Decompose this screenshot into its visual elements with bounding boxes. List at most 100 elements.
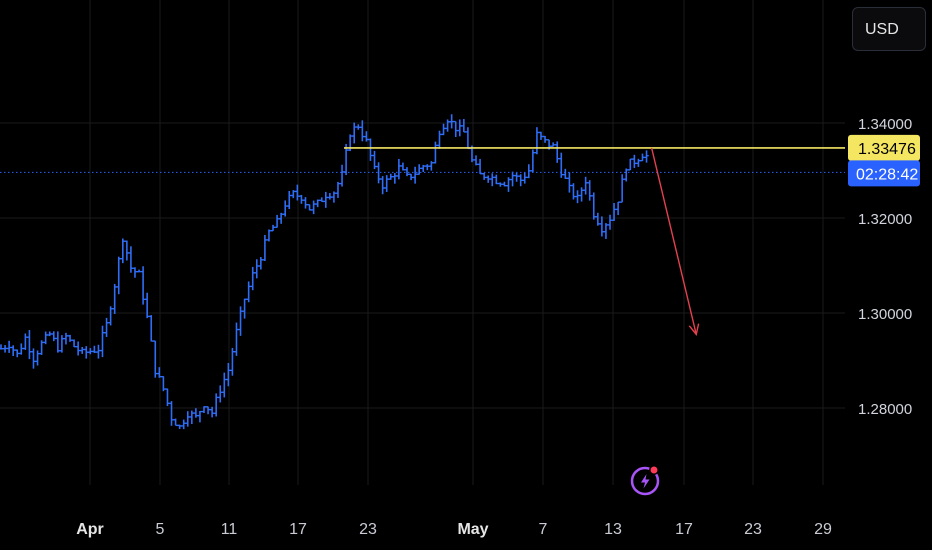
ohlc-bar bbox=[571, 183, 576, 200]
ohlc-bar bbox=[591, 192, 596, 220]
ohlc-bar bbox=[644, 150, 649, 163]
time-scale[interactable]: Apr 5 11 17 23 May 7 13 17 23 29 bbox=[76, 521, 832, 538]
ohlc-bar bbox=[120, 238, 125, 264]
ohlc-bar bbox=[39, 340, 44, 355]
ohlc-bar bbox=[323, 191, 328, 208]
ohlc-series bbox=[0, 114, 649, 430]
price-tick-label: 1.30000 bbox=[858, 306, 912, 323]
arrow-head-icon bbox=[688, 323, 700, 336]
ohlc-bar bbox=[2, 345, 8, 353]
ohlc-bar bbox=[339, 164, 345, 187]
ohlc-bar bbox=[246, 281, 251, 303]
price-tick-label: 1.32000 bbox=[858, 211, 912, 228]
ohlc-bar bbox=[550, 142, 556, 147]
ohlc-bar bbox=[335, 181, 341, 198]
ohlc-bar bbox=[140, 266, 146, 305]
price-tick-label: 1.34000 bbox=[858, 116, 912, 133]
ohlc-bar bbox=[494, 174, 499, 185]
ohlc-bar bbox=[63, 332, 69, 345]
ohlc-bar bbox=[169, 401, 174, 426]
ohlc-bar bbox=[441, 123, 446, 136]
ohlc-bar bbox=[299, 194, 304, 204]
time-tick-label: 11 bbox=[221, 521, 238, 538]
ohlc-bar bbox=[234, 322, 239, 356]
ohlc-bar bbox=[161, 375, 166, 392]
ohlc-bar bbox=[307, 203, 312, 211]
ohlc-bar bbox=[47, 331, 52, 337]
ohlc-bar bbox=[506, 177, 511, 192]
ohlc-bar bbox=[250, 266, 255, 291]
ohlc-bar bbox=[262, 234, 268, 262]
ohlc-bar bbox=[136, 269, 142, 273]
ohlc-bar bbox=[124, 240, 130, 261]
ohlc-bar bbox=[112, 283, 117, 314]
projection-arrow-line[interactable] bbox=[650, 147, 697, 335]
ohlc-bar bbox=[632, 154, 637, 168]
ohlc-bar bbox=[404, 167, 410, 177]
ohlc-bar bbox=[157, 367, 162, 378]
ohlc-bar bbox=[177, 424, 182, 430]
ohlc-bar bbox=[0, 344, 4, 350]
ohlc-bar bbox=[421, 164, 426, 173]
ohlc-bar bbox=[185, 411, 190, 427]
ohlc-bar bbox=[587, 180, 592, 201]
ohlc-bar bbox=[254, 259, 259, 279]
price-scale[interactable]: 1.34000 1.32000 1.30000 1.28000 1.33476 02:28… bbox=[848, 116, 920, 418]
ohlc-bar bbox=[270, 224, 276, 232]
ohlc-bar bbox=[567, 172, 572, 193]
drawings[interactable] bbox=[0, 147, 845, 336]
ohlc-bar bbox=[173, 418, 178, 427]
ohlc-bar bbox=[611, 202, 617, 221]
ohlc-bar bbox=[628, 158, 633, 171]
countdown-label: 02:28:42 bbox=[856, 166, 918, 183]
ohlc-bar bbox=[128, 246, 134, 273]
ohlc-bar bbox=[559, 152, 564, 178]
ohlc-bar bbox=[19, 343, 24, 355]
lightning-bolt-icon[interactable] bbox=[630, 465, 660, 496]
ohlc-bar bbox=[144, 292, 150, 319]
chart-grid bbox=[0, 0, 845, 485]
ohlc-bar bbox=[59, 335, 65, 353]
ohlc-bar bbox=[15, 349, 20, 358]
ohlc-bar bbox=[31, 348, 36, 369]
ohlc-bar bbox=[465, 127, 471, 150]
ohlc-bar bbox=[71, 339, 77, 348]
ohlc-bar bbox=[283, 200, 288, 217]
time-tick-label: 13 bbox=[604, 521, 622, 538]
ohlc-bar bbox=[599, 216, 605, 237]
ohlc-bar bbox=[453, 120, 458, 137]
ohlc-bar bbox=[55, 331, 61, 353]
ohlc-bar bbox=[563, 168, 568, 179]
ohlc-bar bbox=[356, 124, 361, 130]
ohlc-bar bbox=[575, 190, 580, 204]
ohlc-bar bbox=[388, 173, 393, 180]
ohlc-bar bbox=[238, 306, 243, 336]
ohlc-bar bbox=[372, 150, 377, 170]
ohlc-bar bbox=[583, 176, 588, 195]
ohlc-bar bbox=[92, 345, 97, 354]
ohlc-bar bbox=[352, 122, 357, 144]
ohlc-bar bbox=[416, 164, 422, 175]
ohlc-bar bbox=[380, 176, 385, 195]
ohlc-bar bbox=[100, 325, 105, 358]
ohlc-bar bbox=[526, 164, 531, 179]
ohlc-bar bbox=[10, 345, 16, 357]
ohlc-bar bbox=[392, 173, 398, 184]
ohlc-bar bbox=[498, 182, 503, 187]
ohlc-bar bbox=[396, 158, 402, 180]
ohlc-bar bbox=[266, 229, 272, 242]
currency-button[interactable]: USD bbox=[852, 7, 926, 51]
ohlc-bar bbox=[624, 168, 629, 182]
ohlc-bar bbox=[518, 174, 523, 187]
ohlc-bar bbox=[205, 406, 211, 415]
ohlc-bar bbox=[368, 138, 373, 161]
countdown-tag bbox=[848, 160, 920, 187]
ohlc-bar bbox=[555, 141, 560, 163]
ohlc-bar bbox=[295, 184, 300, 201]
ohlc-bar bbox=[43, 331, 48, 345]
ohlc-bar bbox=[75, 341, 81, 356]
ohlc-bar bbox=[445, 119, 450, 132]
ohlc-bar bbox=[67, 334, 73, 342]
ohlc-bar bbox=[619, 174, 625, 203]
